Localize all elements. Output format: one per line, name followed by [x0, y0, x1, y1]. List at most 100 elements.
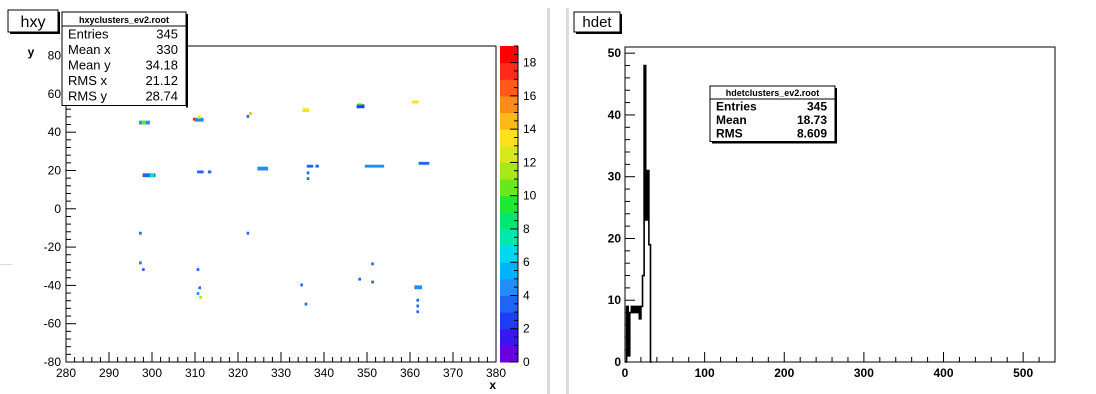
- heatmap-bin: [302, 108, 309, 113]
- stats-row-label: RMS y: [68, 89, 108, 104]
- stats-row-value: 21.12: [145, 73, 178, 88]
- stats-row-value: 345: [156, 27, 178, 42]
- heatmap-bin: [196, 292, 200, 295]
- heatmap-bin: [246, 231, 250, 235]
- stats-row-value: 28.74: [145, 89, 178, 104]
- y-tick-label: -60: [44, 317, 62, 331]
- heatmap-bin: [139, 231, 142, 235]
- y-tick-label: 0: [54, 202, 61, 216]
- colorbar-tick-label: 4: [523, 288, 530, 302]
- colorbar-segment: [500, 328, 518, 346]
- heatmap-bin: [196, 268, 200, 272]
- heatmap-bin: [416, 304, 420, 308]
- y-tick-label: 60: [48, 87, 62, 101]
- heatmap-bin: [249, 112, 252, 115]
- stats-row-label: Entries: [716, 100, 757, 114]
- heatmap-bin: [198, 286, 202, 290]
- x-tick-label: 350: [357, 366, 377, 380]
- colorbar-tick-label: 10: [523, 189, 537, 203]
- title-box-shadow: [620, 14, 622, 34]
- colorbar-segment: [500, 345, 518, 363]
- stats-box-shadow: [712, 141, 837, 144]
- y-tick-label: 20: [48, 163, 62, 177]
- heatmap-bin: [371, 262, 374, 266]
- y-tick-label: -20: [44, 240, 62, 254]
- heatmap-bin: [195, 117, 204, 122]
- heatmap-bin: [416, 310, 420, 314]
- stats-row-label: RMS: [716, 127, 743, 141]
- heatmap-bin: [306, 164, 314, 168]
- y-tick-label: 40: [48, 125, 62, 139]
- x-tick-label: 400: [934, 366, 954, 380]
- heatmap-bin: [356, 104, 365, 109]
- stats-row-label: Mean y: [68, 58, 111, 73]
- colorbar-segment: [500, 129, 518, 147]
- colorbar-tick-label: 16: [523, 89, 537, 103]
- x-tick-label: 500: [1013, 366, 1033, 380]
- heatmap-bin: [306, 177, 310, 181]
- heatmap-bin: [358, 277, 361, 281]
- y-tick-label: 30: [608, 170, 622, 184]
- colorbar-segment: [500, 312, 518, 330]
- x-tick-label: 330: [271, 366, 291, 380]
- hxy-pad: 280 290 300 310 320 330 340 350 360 370 380 x -80 -60…: [7, 9, 537, 392]
- heatmap-bin: [304, 302, 308, 306]
- x-tick-label: 200: [774, 366, 794, 380]
- heatmap-bin: [416, 298, 420, 302]
- colorbar-segment: [500, 228, 518, 247]
- colorbar-segment: [500, 62, 518, 80]
- heatmap-bin: [371, 280, 374, 284]
- title-box-shadow: [10, 32, 60, 34]
- stats-row-label: Entries: [68, 27, 109, 42]
- heatmap-bin: [364, 164, 385, 168]
- colorbar-tick-label: 12: [523, 155, 537, 169]
- heatmap-bin: [199, 295, 202, 299]
- stats-box-title: hxyclusters_ev2.root: [79, 15, 169, 25]
- x-tick-label: 340: [314, 366, 334, 380]
- colorbar-segment: [500, 278, 518, 296]
- colorbar-segment: [500, 262, 518, 280]
- x-tick-label: 320: [228, 366, 248, 380]
- colorbar-segment: [500, 112, 518, 130]
- stats-row-label: Mean: [716, 113, 747, 127]
- y-axis-label: y: [28, 45, 35, 59]
- colorbar-tick-label: 14: [523, 122, 537, 136]
- y-tick-label: -80: [44, 355, 62, 369]
- x-tick-label: 0: [622, 366, 629, 380]
- y-tick-label: 20: [608, 231, 622, 245]
- heatmap-bin: [142, 173, 156, 178]
- title-box-shadow: [58, 12, 60, 34]
- x-tick-label: 280: [56, 366, 76, 380]
- histogram-line: [625, 64, 653, 363]
- heatmap-bin: [197, 115, 201, 119]
- y-tick-label: 50: [608, 46, 622, 60]
- colorbar-segment: [500, 212, 518, 230]
- colorbar-segment: [500, 145, 518, 163]
- stats-box-shadow: [186, 14, 188, 108]
- colorbar-tick-label: 18: [523, 56, 537, 70]
- stats-row-value: 345: [807, 100, 827, 114]
- x-tick-label: 290: [99, 366, 119, 380]
- colorbar-tick-label: 8: [523, 222, 530, 236]
- pad-edge-mark: [0, 264, 12, 265]
- stats-row-value: 34.18: [145, 58, 178, 73]
- heatmap-bin: [246, 114, 250, 118]
- stats-box-title: hdetclusters_ev2.root: [726, 88, 820, 98]
- stats-box: [61, 11, 187, 106]
- heatmap-bin: [412, 100, 419, 104]
- heatmap-bin: [149, 173, 155, 178]
- x-tick-label: 360: [400, 366, 420, 380]
- stats-row-value: 18.73: [797, 113, 827, 127]
- x-axis-label: x: [489, 378, 496, 392]
- heatmap-bin: [414, 285, 423, 290]
- heatmap-bin: [357, 103, 362, 106]
- heatmap-bin: [306, 171, 310, 175]
- colorbar-segment: [500, 295, 518, 313]
- heatmap-bin: [315, 164, 319, 168]
- title-box-shadow: [576, 32, 622, 34]
- hxy-chart: 280 290 300 310 320 330 340 350 360 370 380x-80-60…: [7, 9, 537, 392]
- x-tick-label: 370: [443, 366, 463, 380]
- stats-row-value: 8.609: [797, 127, 827, 141]
- colorbar-segment: [500, 46, 518, 64]
- heatmap-bin: [257, 166, 269, 171]
